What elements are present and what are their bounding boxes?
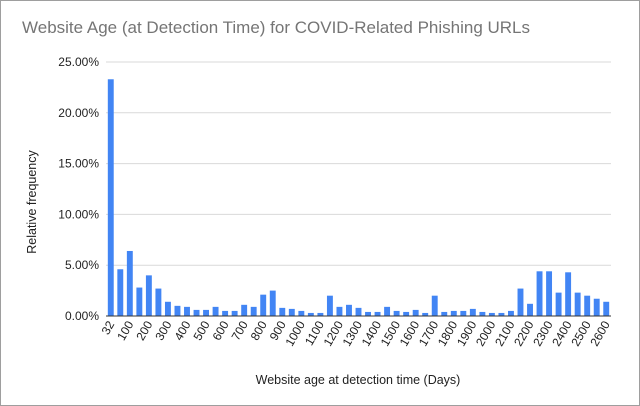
bar (384, 306, 391, 316)
bar (565, 272, 572, 316)
x-tick-label: 700 (229, 318, 251, 343)
bar (126, 250, 133, 316)
bar (250, 306, 257, 316)
bar (536, 271, 543, 316)
bar (117, 269, 124, 316)
x-axis-title: Website age at detection time (Days) (256, 373, 461, 387)
x-tick-label: 32 (99, 318, 118, 337)
bar (374, 311, 381, 316)
bar (307, 312, 314, 316)
bar (107, 79, 114, 317)
y-tick-label: 25.00% (58, 55, 99, 69)
bar (555, 292, 562, 316)
bar (164, 301, 171, 316)
bar (412, 309, 419, 316)
bar (298, 310, 305, 316)
x-tick-label: 2600 (587, 318, 613, 348)
bar (136, 287, 143, 316)
bar (355, 307, 362, 316)
bar (269, 290, 276, 316)
y-tick-label: 15.00% (58, 157, 99, 171)
bar (574, 292, 581, 316)
bar (431, 295, 438, 316)
y-tick-label: 20.00% (58, 106, 99, 120)
x-tick-label: 300 (152, 318, 174, 343)
bar (365, 311, 371, 316)
bar (203, 309, 209, 316)
x-axis: 3210020030040050060070080090010001100120… (99, 315, 613, 349)
y-tick-label: 10.00% (58, 207, 99, 221)
bar (184, 306, 190, 316)
y-tick-label: 0.00% (65, 309, 99, 323)
bars (107, 79, 610, 317)
bar (393, 310, 400, 316)
bar (145, 275, 152, 316)
x-tick-label: 200 (133, 318, 155, 343)
bar (498, 312, 505, 316)
bar (241, 304, 248, 316)
bar (488, 312, 495, 316)
gridlines (106, 61, 611, 266)
bar (508, 310, 514, 316)
bar (469, 308, 476, 316)
bar (279, 307, 286, 316)
x-tick-label: 400 (171, 318, 193, 343)
bar (546, 271, 553, 316)
bar (174, 305, 181, 316)
bar (326, 295, 333, 316)
bar (422, 312, 429, 316)
x-tick-label: 800 (248, 318, 270, 343)
y-axis-title: Relative frequency (25, 149, 39, 253)
bar (288, 308, 295, 316)
bar (441, 311, 448, 316)
x-tick-label: 600 (210, 318, 232, 343)
bar (527, 303, 533, 316)
bar (584, 295, 591, 316)
bar (155, 288, 162, 316)
x-tick-label: 1000 (282, 318, 308, 348)
bar (231, 310, 238, 316)
bar (193, 309, 200, 316)
bar (336, 306, 343, 316)
bar (222, 310, 229, 316)
x-tick-label: 500 (191, 318, 213, 343)
chart-title: Website Age (at Detection Time) for COVI… (22, 18, 531, 37)
bar (479, 311, 486, 316)
bar (460, 310, 467, 316)
x-tick-label: 100 (114, 318, 136, 343)
y-axis-tick-labels: 0.00% 5.00% 10.00% 15.00% 20.00% 25.00% (58, 55, 99, 323)
bar (593, 298, 600, 316)
bar (517, 288, 524, 316)
bar (403, 311, 410, 316)
bar (450, 310, 457, 316)
bar (317, 312, 324, 316)
bar (212, 306, 219, 316)
bar (603, 301, 610, 316)
bar (346, 304, 352, 316)
bar (260, 294, 267, 316)
y-tick-label: 5.00% (65, 258, 99, 272)
